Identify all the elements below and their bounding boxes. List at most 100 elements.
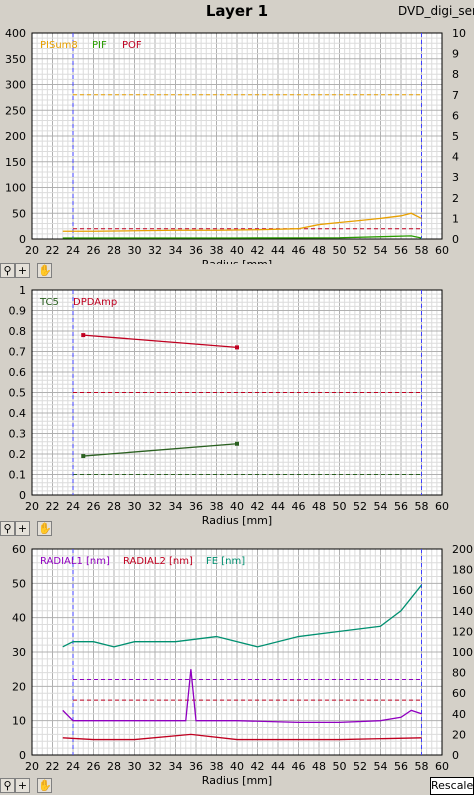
y2-tick-label: 0 [452,233,459,246]
legend-item: FE [nm] [206,556,245,567]
x-tick-label: 56 [394,244,408,257]
x-axis-label: Radius [mm] [202,774,272,787]
zoom-icon[interactable]: ⚲ [0,263,15,278]
hand-pan-icon[interactable]: ✋ [37,521,52,536]
x-tick-label: 58 [415,500,429,513]
file-name: DVD_digi_serv [398,4,474,18]
y-tick-label: 0 [19,233,26,246]
y-tick-label: 300 [5,79,26,92]
legend-item: RADIAL1 [nm] [40,556,110,567]
x-tick-label: 28 [107,760,121,773]
plot-border [31,548,443,756]
chart-toolbar-1: ⚲ + ✋ [0,263,60,279]
x-tick-label: 42 [251,760,265,773]
x-tick-label: 32 [148,760,162,773]
x-tick-label: 60 [435,244,449,257]
y2-tick-label: 60 [452,687,466,700]
legend-item: TC5 [39,297,59,308]
y2-tick-label: 160 [452,584,473,597]
legend-item: DPDAmp [73,297,117,308]
grid [31,548,443,756]
window-header: Layer 1 DVD_digi_serv [0,0,474,22]
plot-border [31,32,443,240]
x-tick-label: 30 [128,244,142,257]
x-tick-label: 54 [374,760,388,773]
y-tick-label: 0.7 [9,346,27,359]
x-tick-label: 34 [169,500,183,513]
y2-tick-label: 120 [452,625,473,638]
x-tick-label: 24 [66,500,80,513]
x-tick-label: 36 [189,760,203,773]
x-tick-label: 58 [415,244,429,257]
y-tick-label: 350 [5,53,26,66]
hand-pan-icon[interactable]: ✋ [37,778,52,793]
x-tick-label: 24 [66,760,80,773]
y-tick-label: 60 [12,543,26,556]
legend-item: PISum8 [40,40,78,51]
x-tick-label: 34 [169,760,183,773]
x-tick-label: 22 [46,760,60,773]
y-tick-label: 0 [19,489,26,502]
data-point [235,441,239,446]
y-tick-label: 400 [5,27,26,40]
y2-tick-label: 4 [452,151,459,164]
x-tick-label: 56 [394,500,408,513]
y-tick-label: 20 [12,680,26,693]
y2-tick-label: 2 [452,192,459,205]
x-tick-label: 54 [374,500,388,513]
y-tick-label: 0.3 [9,428,27,441]
y2-tick-label: 200 [452,543,473,556]
x-tick-label: 48 [312,500,326,513]
x-tick-label: 40 [230,244,244,257]
crosshair-icon[interactable]: + [15,778,30,793]
rescale-button[interactable]: Rescale [430,777,474,795]
x-tick-label: 46 [292,760,306,773]
chart-error-rates: PISum8 PIF POF0501001502002503003504000123… [5,27,466,264]
x-tick-label: 42 [251,244,265,257]
y-tick-label: 100 [5,182,26,195]
data-point [235,345,239,350]
x-tick-label: 20 [25,760,39,773]
y2-tick-label: 6 [452,109,459,122]
zoom-icon[interactable]: ⚲ [0,521,15,536]
y-tick-label: 0 [19,749,26,762]
x-tick-label: 20 [25,500,39,513]
crosshair-icon[interactable]: + [15,263,30,278]
y-tick-label: 40 [12,612,26,625]
grid [31,32,443,240]
x-tick-label: 38 [210,760,224,773]
y-tick-label: 0.4 [9,407,27,420]
layer-title: Layer 1 [205,2,269,20]
x-tick-label: 36 [189,244,203,257]
x-tick-label: 28 [107,244,121,257]
x-axis-label: Radius [mm] [202,514,272,526]
y2-tick-label: 5 [452,130,459,143]
y-tick-label: 50 [12,577,26,590]
y2-tick-label: 100 [452,646,473,659]
y2-tick-label: 7 [452,89,459,102]
series-line [62,669,422,724]
x-tick-label: 54 [374,244,388,257]
series-line [62,212,422,232]
legend-item: POF [122,40,142,51]
x-tick-label: 26 [87,244,101,257]
x-tick-label: 24 [66,244,80,257]
x-tick-label: 46 [292,500,306,513]
data-point [81,454,86,459]
x-axis-label: Radius [mm] [202,258,272,264]
x-tick-label: 28 [107,500,121,513]
chart-tracking: TC5 DPDAmp 0 0.1 0.2 0.3 0.4 0.5 0.6 0.7 0.8 0.9 1 20… [9,284,450,526]
x-tick-label: 32 [148,244,162,257]
crosshair-icon[interactable]: + [15,521,30,536]
series-line [83,334,238,349]
y2-tick-label: 80 [452,667,466,680]
x-tick-label: 34 [169,244,183,257]
x-tick-label: 56 [394,760,408,773]
hand-pan-icon[interactable]: ✋ [37,263,52,278]
x-tick-label: 40 [230,500,244,513]
zoom-icon[interactable]: ⚲ [0,778,15,793]
x-tick-label: 48 [312,760,326,773]
x-tick-label: 50 [333,244,347,257]
chart-radial-fe: RADIAL1 [nm] RADIAL2 [nm] FE [nm] 0 10 20 30 40… [12,543,473,787]
x-tick-label: 58 [415,760,429,773]
